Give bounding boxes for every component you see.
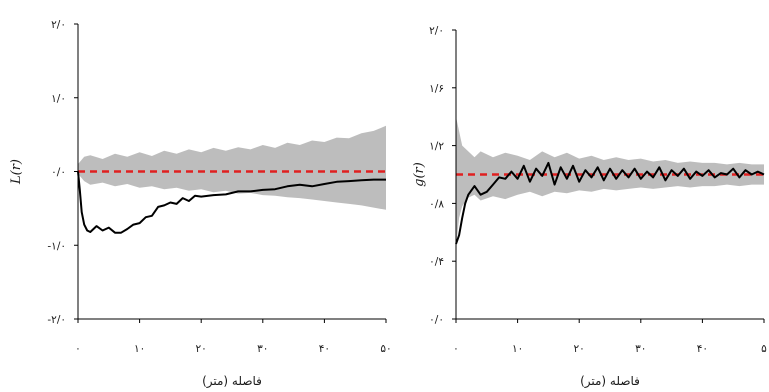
x-tick-label: ۱۰ <box>134 343 145 355</box>
y-tick-label: ۲/۰ <box>429 25 444 37</box>
y-tick-label: -۲/۰ <box>47 314 66 326</box>
y-tick-label: ۰/۰ <box>429 314 444 326</box>
l-function-panel: -۲/۰ -۱/۰ ۰/۰ ۱/۰ ۲/۰ ۰ ۱۰ ۲۰ ۳۰ ۴۰ ۵۰ فاصله (متر) L… <box>9 19 392 389</box>
x-tick-label: ۰ <box>75 343 81 355</box>
y-tick-label: ۱/۰ <box>51 93 66 105</box>
y-tick-label: ۰/۰ <box>51 167 66 179</box>
x-tick-label: ۲۰ <box>574 343 585 355</box>
y-axis-title: L(r) <box>9 159 24 185</box>
observed-line <box>77 171 386 234</box>
x-tick-label: ۰ <box>453 343 459 355</box>
y-tick-label: ۱/۲ <box>429 141 444 153</box>
x-tick-label: ۴۰ <box>319 343 330 355</box>
x-tick-label: ۲۰ <box>196 343 207 355</box>
x-axis-title: فاصله (متر) <box>580 374 640 389</box>
y-axis-title: g(r) <box>412 162 427 187</box>
x-tick-label: ۵۰ <box>380 343 391 355</box>
y-tick-label: -۱/۰ <box>47 240 66 252</box>
simulation-envelope <box>78 125 386 210</box>
x-tick-label: ۳۰ <box>257 343 268 355</box>
x-tick-label: ۵ <box>761 343 767 355</box>
x-tick-label: ۴۰ <box>697 343 708 355</box>
x-tick-label: ۳۰ <box>635 343 646 355</box>
y-tick-label: ۱/۶ <box>429 83 444 95</box>
y-tick-label: ۰/۸ <box>429 198 444 210</box>
pair-correlation-panel: ۰/۰ ۰/۴ ۰/۸ ۱/۲ ۱/۶ ۲/۰ ۰ ۱۰ ۲۰ ۳۰ ۴۰ ۵ فاصله (متر) g… <box>412 25 767 389</box>
x-tick-label: ۱۰ <box>512 343 523 355</box>
x-axis-title: فاصله (متر) <box>202 374 262 389</box>
observed-line <box>455 161 765 245</box>
y-tick-label: ۰/۴ <box>429 256 444 268</box>
simulation-envelope <box>456 116 764 247</box>
y-tick-label: ۲/۰ <box>51 19 66 31</box>
